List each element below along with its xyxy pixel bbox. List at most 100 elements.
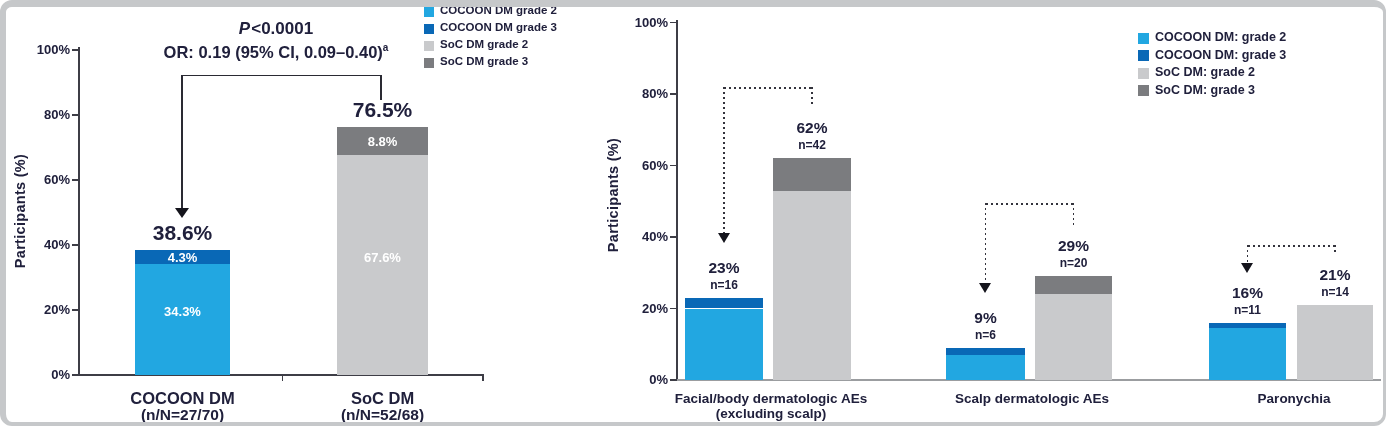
bracket-horizontal-line bbox=[182, 75, 381, 76]
bar-percent-label: 23% bbox=[669, 259, 779, 277]
legend-label: SoC DM: grade 3 bbox=[1155, 83, 1325, 97]
bar-segment-label: 34.3% bbox=[135, 304, 230, 319]
left-category-tick bbox=[282, 375, 284, 381]
right-y-tick-mark bbox=[670, 22, 677, 24]
right-y-tick-mark bbox=[670, 236, 677, 238]
bar-percent-label: 29% bbox=[1019, 237, 1129, 255]
right-y-tick-label: 0% bbox=[626, 372, 668, 387]
bar-n-label: n=42 bbox=[757, 138, 867, 152]
x-group-label: Scalp dermatologic AEs bbox=[882, 391, 1182, 406]
left-y-tick-mark bbox=[72, 244, 79, 246]
bar-segment-soc_grade3 bbox=[1035, 276, 1112, 294]
legend-label: SoC DM grade 3 bbox=[440, 55, 600, 67]
arrow-down-icon bbox=[718, 233, 730, 243]
left-y-tick-label: 80% bbox=[30, 107, 70, 122]
legend-swatch-cocoon_grade2 bbox=[424, 7, 434, 17]
odds-ratio-text: OR: 0.19 (95% CI, 0.09–0.40)a bbox=[131, 42, 421, 62]
bar-segment-label: 67.6% bbox=[337, 250, 428, 265]
bar-total-label: 38.6% bbox=[123, 221, 243, 245]
bar-segment-soc_grade3 bbox=[773, 158, 851, 190]
bar-n-label: n=20 bbox=[1019, 256, 1129, 270]
dashed-connector-vertical bbox=[811, 87, 813, 105]
x-group-sublabel: (excluding scalp) bbox=[621, 406, 921, 421]
right-y-axis-line bbox=[676, 20, 678, 380]
legend-label: COCOON DM: grade 3 bbox=[1155, 48, 1325, 62]
bar-value-label-block: 9%n=6 bbox=[931, 309, 1041, 342]
arrow-down-icon bbox=[979, 283, 991, 293]
right-y-tick-label: 100% bbox=[626, 15, 668, 30]
right-y-tick-mark bbox=[670, 93, 677, 95]
p-value-rest: <0.0001 bbox=[251, 19, 313, 38]
right-y-tick-mark bbox=[670, 379, 677, 381]
bar-n-label: n=14 bbox=[1280, 285, 1386, 299]
dashed-connector-vertical bbox=[1247, 245, 1249, 263]
legend-label: SoC DM: grade 2 bbox=[1155, 65, 1325, 79]
left-y-axis-title: Participants (%) bbox=[12, 126, 28, 296]
legend-swatch-cocoon_grade2 bbox=[1138, 33, 1149, 44]
bar-value-label-block: 62%n=42 bbox=[757, 119, 867, 152]
x-category-sublabel: (n/N=52/68) bbox=[293, 406, 473, 424]
bar-total-label: 76.5% bbox=[323, 98, 443, 122]
bar-percent-label: 62% bbox=[757, 119, 867, 137]
bar-value-label-block: 29%n=20 bbox=[1019, 237, 1129, 270]
bar-segment-soc_grade2 bbox=[1035, 294, 1112, 380]
x-category-sublabel: (n/N=27/70) bbox=[93, 406, 273, 424]
x-group-label: Facial/body dermatologic AEs bbox=[621, 391, 921, 406]
bar-segment-soc_grade2 bbox=[1297, 305, 1373, 380]
dashed-connector-vertical bbox=[1334, 245, 1336, 255]
right-y-tick-label: 20% bbox=[626, 301, 668, 316]
bar-segment-cocoon_grade3 bbox=[685, 298, 763, 309]
x-group-label: Paronychia bbox=[1144, 391, 1386, 406]
right-y-tick-mark bbox=[670, 165, 677, 167]
bar-segment-cocoon_grade2 bbox=[135, 264, 230, 375]
bar-segment-cocoon_grade2 bbox=[685, 309, 763, 381]
legend-swatch-cocoon_grade3 bbox=[1138, 50, 1149, 61]
left-y-axis-line bbox=[78, 47, 80, 376]
dashed-connector-horizontal bbox=[1248, 245, 1336, 247]
bar-n-label: n=6 bbox=[931, 328, 1041, 342]
arrow-down-icon bbox=[175, 208, 189, 218]
dashed-connector-horizontal bbox=[986, 203, 1074, 205]
legend-label: COCOON DM grade 3 bbox=[440, 21, 600, 33]
left-y-tick-mark bbox=[72, 374, 79, 376]
right-y-tick-mark bbox=[670, 308, 677, 310]
bar-segment-cocoon_grade2 bbox=[1209, 328, 1286, 380]
arrow-down-icon bbox=[1241, 263, 1253, 273]
bar-n-label: n=16 bbox=[669, 278, 779, 292]
bar-value-label-block: 23%n=16 bbox=[669, 259, 779, 292]
bar-percent-label: 9% bbox=[931, 309, 1041, 327]
left-y-tick-label: 0% bbox=[30, 367, 70, 382]
legend-swatch-cocoon_grade3 bbox=[424, 24, 434, 34]
bar-segment-soc_grade2 bbox=[773, 191, 851, 380]
right-y-axis-title: Participants (%) bbox=[605, 110, 621, 280]
dashed-connector-horizontal bbox=[724, 87, 812, 89]
stats-annotation: P<0.0001 OR: 0.19 (95% CI, 0.09–0.40)a bbox=[131, 19, 421, 62]
left-y-tick-label: 20% bbox=[30, 302, 70, 317]
bar-segment-cocoon_grade3 bbox=[946, 348, 1025, 355]
legend-label: COCOON DM: grade 2 bbox=[1155, 30, 1325, 44]
legend-label: COCOON DM grade 2 bbox=[440, 4, 600, 16]
bar-segment-soc_grade2 bbox=[337, 155, 428, 375]
left-y-tick-label: 100% bbox=[30, 42, 70, 57]
bracket-left-vertical-line bbox=[181, 75, 182, 209]
dashed-connector-vertical bbox=[985, 203, 987, 283]
legend-label: SoC DM grade 2 bbox=[440, 38, 600, 50]
p-value-italic: P bbox=[239, 19, 250, 38]
right-y-tick-label: 60% bbox=[626, 158, 668, 173]
legend-swatch-soc_grade2 bbox=[1138, 68, 1149, 79]
bar-segment-label: 4.3% bbox=[135, 250, 230, 265]
dual-bar-chart-figure: Participants (%) Participants (%) P<0.00… bbox=[0, 0, 1386, 426]
dashed-connector-vertical bbox=[723, 87, 725, 233]
bar-n-label: n=11 bbox=[1193, 303, 1303, 317]
left-y-tick-mark bbox=[72, 179, 79, 181]
left-category-tick bbox=[482, 375, 484, 381]
left-y-tick-mark bbox=[72, 114, 79, 116]
odds-ratio-superscript: a bbox=[383, 42, 389, 53]
left-y-tick-mark bbox=[72, 49, 79, 51]
left-y-tick-label: 40% bbox=[30, 237, 70, 252]
legend-swatch-soc_grade3 bbox=[424, 58, 434, 68]
bar-segment-cocoon_grade3 bbox=[1209, 323, 1286, 328]
left-y-tick-label: 60% bbox=[30, 172, 70, 187]
bar-segment-cocoon_grade2 bbox=[946, 355, 1025, 380]
right-y-tick-label: 40% bbox=[626, 229, 668, 244]
